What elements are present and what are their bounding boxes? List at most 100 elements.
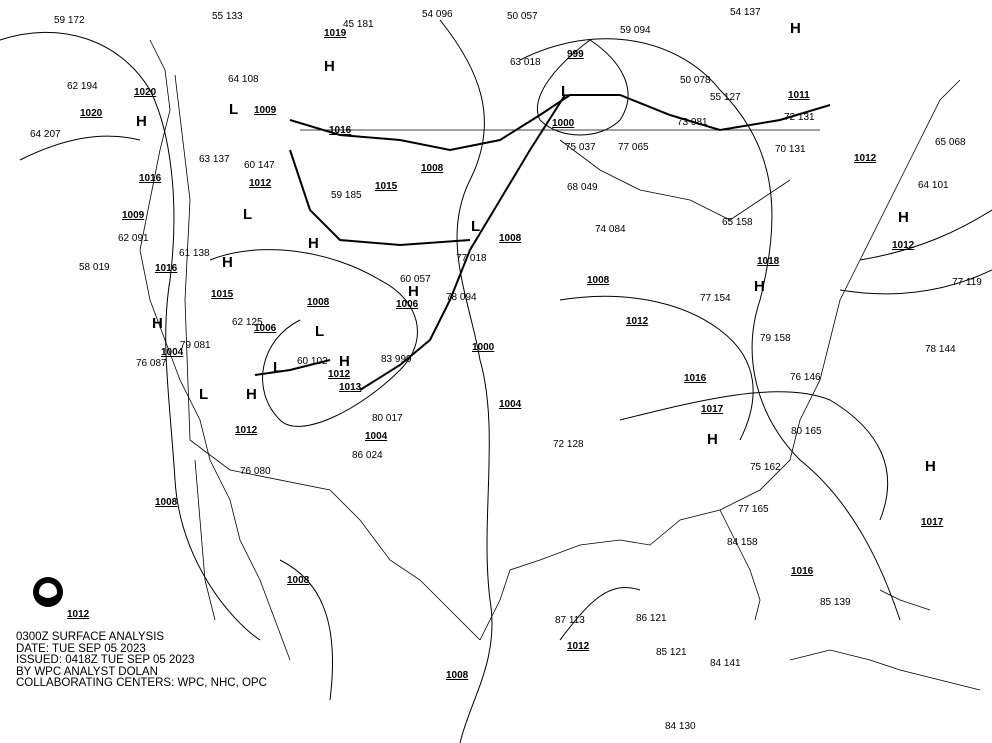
station-plot-value: 65 068 bbox=[935, 137, 966, 148]
station-plot-value: 62 125 bbox=[232, 317, 263, 328]
cold-front bbox=[359, 94, 566, 391]
isobar-label: 1017 bbox=[701, 404, 724, 415]
isobar-label: 1016 bbox=[329, 125, 352, 136]
station-plot-value: 85 139 bbox=[820, 597, 851, 608]
isobar-label: 999 bbox=[567, 49, 584, 60]
station-plot-value: 60 102 bbox=[297, 356, 328, 367]
isobar-label: 1013 bbox=[339, 382, 362, 393]
isobar-label: 1011 bbox=[788, 90, 810, 101]
isobar-label: 1020 bbox=[134, 87, 157, 98]
isobar-label: 1012 bbox=[626, 316, 649, 327]
isobar-label: 1016 bbox=[684, 373, 707, 384]
isobar-label: 1008 bbox=[499, 233, 522, 244]
station-plot-value: 64 207 bbox=[30, 129, 61, 140]
low-center: L bbox=[471, 218, 480, 235]
isobar-label: 1008 bbox=[307, 297, 330, 308]
station-plot-value: 73 081 bbox=[677, 117, 708, 128]
isobar-label: 1009 bbox=[254, 105, 277, 116]
station-plot-value: 54 137 bbox=[730, 7, 761, 18]
high-center: H bbox=[308, 235, 319, 252]
station-plot-value: 78 094 bbox=[446, 292, 477, 303]
station-plot-value: 60 147 bbox=[244, 160, 275, 171]
high-center: H bbox=[246, 386, 257, 403]
isobar-label: 1008 bbox=[587, 275, 610, 286]
station-plot-value: 59 094 bbox=[620, 25, 651, 36]
station-plot-value: 86 024 bbox=[352, 450, 383, 461]
high-center: H bbox=[707, 431, 718, 448]
isobar-label: 1008 bbox=[155, 497, 178, 508]
trough bbox=[254, 359, 331, 376]
station-plot-value: 54 096 bbox=[422, 9, 453, 20]
isobar-label: 1004 bbox=[499, 399, 522, 410]
low-pressure-centers: L L L L L L L bbox=[199, 83, 570, 403]
high-center: H bbox=[222, 254, 233, 271]
station-plot-value: 87 113 bbox=[555, 615, 585, 626]
low-center: L bbox=[561, 83, 570, 100]
station-plot-value: 72 131 bbox=[784, 112, 815, 123]
high-center: H bbox=[324, 58, 335, 75]
isobar-labels: 1019 1020 1020 1009 1016 1012 1016 1009 … bbox=[67, 28, 944, 681]
station-plot-value: 59 185 bbox=[331, 190, 362, 201]
noaa-logo bbox=[33, 577, 63, 607]
isobar-label: 1004 bbox=[161, 347, 184, 358]
isobar-label: 1016 bbox=[155, 263, 178, 274]
station-plot-value: 63 137 bbox=[199, 154, 230, 165]
station-plot-value: 76 080 bbox=[240, 466, 271, 477]
isobar-label: 1019 bbox=[324, 28, 347, 39]
station-plot-value: 77 018 bbox=[456, 253, 487, 264]
station-plot-value: 70 131 bbox=[775, 144, 806, 155]
station-plot-value: 65 158 bbox=[722, 217, 753, 228]
isobar-label: 1015 bbox=[375, 181, 398, 192]
station-plot-value: 86 121 bbox=[636, 613, 667, 624]
isobar-label: 1012 bbox=[249, 178, 272, 189]
station-plot-value: 62 091 bbox=[118, 233, 149, 244]
station-plot-value: 78 144 bbox=[925, 344, 956, 355]
analysis-title: 0300Z SURFACE ANALYSIS bbox=[16, 631, 165, 643]
station-plots: 59 172 55 133 45 181 54 096 50 057 54 13… bbox=[30, 7, 982, 732]
stationary-front bbox=[289, 94, 831, 152]
station-plot-value: 75 162 bbox=[750, 462, 781, 473]
isobar-label: 1012 bbox=[567, 641, 590, 652]
isobar-label: 1020 bbox=[80, 108, 103, 119]
isobar-label: 1000 bbox=[552, 118, 575, 129]
low-center: L bbox=[229, 101, 238, 118]
analyst: BY WPC ANALYST DOLAN bbox=[16, 665, 158, 678]
isobar-label: 1015 bbox=[211, 289, 234, 300]
station-plot-value: 75 037 bbox=[565, 142, 596, 153]
high-center: H bbox=[136, 113, 147, 130]
fronts bbox=[254, 94, 831, 391]
high-center: H bbox=[898, 209, 909, 226]
isobar-label: 1016 bbox=[139, 173, 162, 184]
isobar-label: 1006 bbox=[254, 323, 277, 334]
station-plot-value: 63 018 bbox=[510, 57, 541, 68]
station-plot-value: 79 081 bbox=[180, 340, 211, 351]
station-plot-value: 72 128 bbox=[553, 439, 584, 450]
station-plot-value: 64 108 bbox=[228, 74, 259, 85]
isobar-label: 1008 bbox=[421, 163, 444, 174]
station-plot-value: 68 049 bbox=[567, 182, 598, 193]
low-center: L bbox=[243, 206, 252, 223]
high-center: H bbox=[408, 283, 419, 300]
station-plot-value: 76 146 bbox=[790, 372, 821, 383]
isobar-label: 1012 bbox=[892, 240, 915, 251]
high-center: H bbox=[754, 278, 765, 295]
cold-front-west bbox=[289, 149, 471, 247]
station-plot-value: 58 019 bbox=[79, 262, 110, 273]
high-pressure-centers: H H H H H H H H H H H H H bbox=[136, 20, 936, 475]
station-plot-value: 84 141 bbox=[710, 658, 741, 669]
isobar-label: 1012 bbox=[328, 369, 351, 380]
isobar-label: 1009 bbox=[122, 210, 145, 221]
isobar-label: 1004 bbox=[365, 431, 388, 442]
station-plot-value: 60 057 bbox=[400, 274, 431, 285]
isobar-label: 1008 bbox=[287, 575, 310, 586]
station-plot-value: 59 172 bbox=[54, 15, 85, 26]
isobar-label: 1012 bbox=[67, 609, 90, 620]
station-plot-value: 77 154 bbox=[700, 293, 731, 304]
isobar-label: 1008 bbox=[446, 670, 469, 681]
station-plot-value: 80 017 bbox=[372, 413, 403, 424]
issued-time: ISSUED: 0418Z TUE SEP 05 2023 bbox=[16, 654, 195, 666]
station-plot-value: 64 101 bbox=[918, 180, 949, 191]
station-plot-value: 79 158 bbox=[760, 333, 791, 344]
high-center: H bbox=[925, 458, 936, 475]
